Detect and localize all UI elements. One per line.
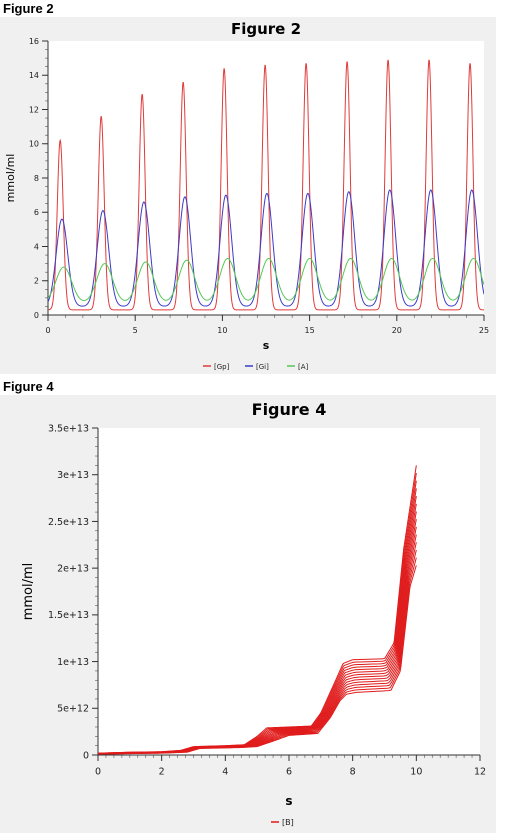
y-tick-label: 16 [29,37,39,46]
y-axis-label: mmol/ml [4,154,17,203]
figure-2-panel: Figure 2 0 2 4 6 8 10 12 14 16 0 5 10 15 20 25 s mmol/ml [… [0,17,496,374]
y-tick-label: 2e+13 [57,563,89,574]
series-line-1 [48,189,484,307]
y-tick-label: 14 [29,71,39,80]
y-tick-label: 12 [29,105,39,114]
legend-entry: [Gi] [256,363,269,371]
y-tick-label: 1e+13 [57,657,89,668]
series-line-0 [48,59,484,311]
x-axis-label: s [285,794,292,808]
x-tick-label: 10 [217,326,227,335]
y-tick-label: 6 [34,208,39,217]
x-tick-label: 15 [305,326,315,335]
y-tick-label: 1.5e+13 [48,610,89,621]
x-tick-label: 12 [474,767,486,778]
x-axis-label: s [263,339,270,352]
series-group [48,59,484,311]
x-tick-label: 0 [45,326,50,335]
y-tick-label: 0 [83,750,89,761]
y-tick-label: 2.5e+13 [48,517,89,528]
y-tick-label: 3.5e+13 [48,423,89,434]
y-tick-label: 8 [34,174,39,183]
legend-entry: [Gp] [214,363,230,371]
legend-entry: [A] [298,363,309,371]
chart-title: Figure 4 [252,400,327,419]
series-group [98,465,417,755]
chart-title: Figure 2 [231,20,301,38]
x-tick-label: 4 [222,767,228,778]
figure-4-heading: Figure 4 [3,379,54,394]
figure-2-heading: Figure 2 [3,1,54,16]
y-tick-label: 0 [34,311,39,320]
series-line-2 [48,257,484,302]
x-tick-label: 0 [95,767,101,778]
figure-4-panel: Figure 4 0 5e+12 1e+13 1.5e+13 2e+13 2.5e+13 3e… [0,395,496,833]
x-tick-label: 10 [410,767,422,778]
x-tick-label: 20 [392,326,402,335]
y-tick-label: 10 [29,140,39,149]
figure-4-chart: Figure 4 0 5e+12 1e+13 1.5e+13 2e+13 2.5e+13 3e… [21,400,486,827]
series-line-B [98,565,417,755]
y-axis-label: mmol/ml [21,563,36,621]
y-tick-label: 4 [34,242,39,251]
x-tick-label: 2 [159,767,165,778]
figure-2-chart: Figure 2 0 2 4 6 8 10 12 14 16 0 5 10 15 20 25 s mmol/ml [… [4,20,489,371]
y-tick-label: 3e+13 [57,470,89,481]
legend-entry: [B] [282,818,294,827]
x-tick-label: 8 [350,767,356,778]
plot-area [98,428,480,755]
x-tick-label: 25 [479,326,489,335]
y-tick-label: 5e+12 [57,704,89,715]
y-tick-label: 2 [34,277,39,286]
x-tick-label: 6 [286,767,292,778]
x-tick-label: 5 [133,326,138,335]
